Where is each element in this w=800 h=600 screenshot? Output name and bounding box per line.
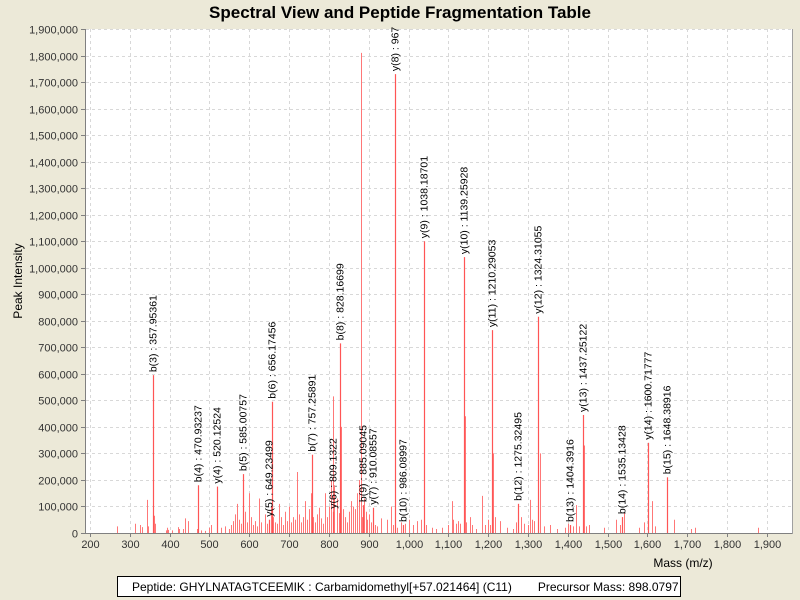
y-tick-label: 1,900,000 — [29, 25, 78, 37]
peak-label: y(14) : 1600.71777 — [643, 352, 655, 440]
y-tick-label: 600,000 — [38, 370, 78, 382]
y-tick-label: 0 — [72, 529, 78, 541]
y-tick-label: 1,400,000 — [29, 158, 78, 170]
x-tick-label: 1,300 — [515, 539, 543, 551]
y-tick-label: 900,000 — [38, 290, 78, 302]
peak-label: b(15) : 1648.38916 — [662, 385, 674, 474]
y-tick-label: 1,700,000 — [29, 78, 78, 90]
y-ticks: 0 100,000 200,000 300,000 400,000 500,000 600,… — [29, 25, 85, 541]
grid-lines — [86, 29, 792, 533]
peak-label: b(13) : 1404.3916 — [565, 439, 577, 522]
peak-label: b(4) : 470.93237 — [193, 405, 205, 482]
peak-label: y(10) : 1139.25928 — [459, 167, 471, 255]
peptide-info-box: Peptide: GHYLNATAGTCEEMIK : Carbamidomet… — [117, 576, 681, 597]
x-tick-label: 1,600 — [634, 539, 662, 551]
x-axis-label: Mass (m/z) — [653, 556, 712, 570]
peptide-sequence: Peptide: GHYLNATAGTCEEMIK : Carbamidomet… — [132, 580, 512, 594]
x-tick-label: 1,500 — [595, 539, 623, 551]
peak-label: y(5) : 649.23499 — [264, 440, 276, 517]
y-axis-label: Peak Intensity — [11, 243, 25, 318]
peak-label: b(3) : 357.95361 — [148, 295, 160, 372]
x-tick-label: 1,000 — [396, 539, 424, 551]
y-tick-label: 800,000 — [38, 317, 78, 329]
x-tick-label: 700 — [280, 539, 298, 551]
y-tick-label: 500,000 — [38, 396, 78, 408]
x-tick-label: 500 — [200, 539, 218, 551]
y-tick-label: 200,000 — [38, 476, 78, 488]
peak-label: y(12) : 1324.31055 — [533, 226, 545, 314]
precursor-mass: Precursor Mass: 898.0797 — [537, 580, 679, 594]
peak-label: b(5) : 585.00757 — [238, 394, 250, 471]
x-ticks: 200 300 400 500 600 700 800 900 1,000 1,100 1,200 1… — [81, 533, 781, 551]
y-tick-label: 1,800,000 — [29, 52, 78, 64]
spectrum-chart: b(3) : 357.95361 b(4) : 470.93237 y(4) : 5… — [11, 25, 793, 570]
x-tick-label: 900 — [360, 539, 378, 551]
x-tick-label: 1,100 — [435, 539, 463, 551]
x-tick-label: 1,900 — [754, 539, 782, 551]
y-tick-label: 1,500,000 — [29, 131, 78, 143]
peak-label: y(6) : 809.1322 — [328, 438, 340, 509]
x-tick-label: 800 — [320, 539, 338, 551]
x-tick-label: 1,400 — [555, 539, 583, 551]
peak-label: b(8) : 828.16699 — [335, 263, 347, 340]
y-tick-label: 1,600,000 — [29, 105, 78, 117]
x-tick-label: 400 — [161, 539, 179, 551]
peak-label: b(14) : 1535.13428 — [617, 425, 629, 514]
y-tick-label: 100,000 — [38, 502, 78, 514]
peak-label: b(6) : 656.17456 — [267, 321, 279, 398]
x-tick-label: 200 — [81, 539, 99, 551]
y-tick-label: 1,100,000 — [29, 237, 78, 249]
peak-label: y(7) : 910.08557 — [368, 428, 380, 505]
y-tick-label: 300,000 — [38, 449, 78, 461]
x-tick-label: 1,800 — [714, 539, 742, 551]
x-tick-label: 600 — [240, 539, 258, 551]
y-tick-label: 1,200,000 — [29, 211, 78, 223]
y-tick-label: 700,000 — [38, 343, 78, 355]
chart-title: Spectral View and Peptide Fragmentation … — [209, 3, 591, 22]
x-tick-label: 1,200 — [475, 539, 503, 551]
peak-label: b(9) : 885.09045 — [358, 425, 370, 502]
peak-label: b(12) : 1275.32495 — [513, 412, 525, 501]
plot-area — [86, 29, 792, 533]
peak-label: y(11) : 1210.29053 — [487, 240, 499, 328]
peak-label: b(7) : 757.25891 — [307, 375, 319, 452]
peak-label: b(10) : 986.08997 — [398, 439, 410, 522]
y-tick-label: 400,000 — [38, 423, 78, 435]
peak-label: y(8) : 967 — [390, 27, 402, 72]
peak-bars — [117, 52, 759, 533]
peak-label: y(9) : 1038.18701 — [419, 156, 431, 238]
peak-annotations: b(3) : 357.95361 b(4) : 470.93237 y(4) : 5… — [148, 27, 674, 522]
peak-label: y(13) : 1437.25122 — [578, 324, 590, 412]
x-tick-label: 1,700 — [674, 539, 702, 551]
peak-label: y(4) : 520.12524 — [212, 407, 224, 484]
y-tick-label: 1,000,000 — [29, 264, 78, 276]
x-tick-label: 300 — [121, 539, 139, 551]
y-tick-label: 1,300,000 — [29, 184, 78, 196]
